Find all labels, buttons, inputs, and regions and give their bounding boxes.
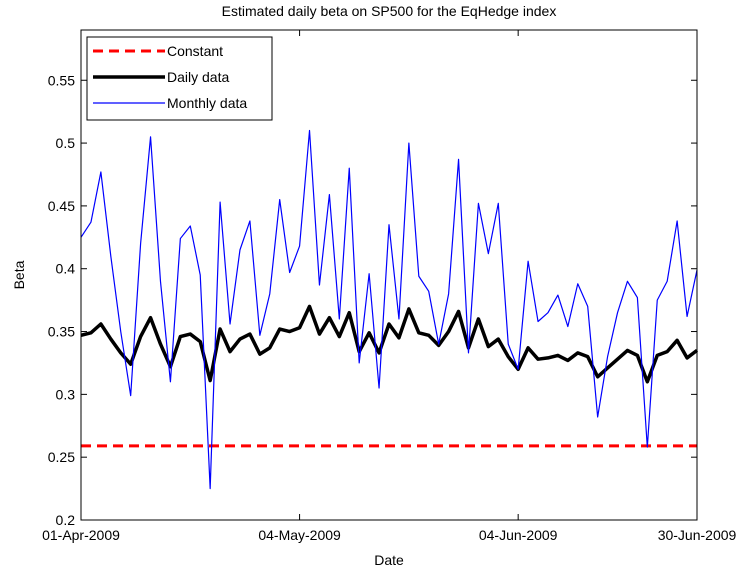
- x-tick-label: 04-Jun-2009: [479, 527, 558, 543]
- series-line: [80, 129, 698, 490]
- legend-label: Monthly data: [167, 95, 247, 111]
- legend-label: Constant: [167, 43, 223, 59]
- y-tick-label: 0.3: [56, 386, 76, 402]
- y-tick-label: 0.55: [48, 72, 75, 88]
- x-axis-label: Date: [374, 552, 404, 568]
- y-axis-label: Beta: [11, 260, 27, 289]
- x-tick-label: 01-Apr-2009: [42, 527, 120, 543]
- y-tick-label: 0.45: [48, 198, 75, 214]
- series-line: [80, 304, 699, 384]
- x-tick-label: 30-Jun-2009: [658, 527, 737, 543]
- y-tick-label: 0.2: [56, 512, 76, 528]
- y-tick-label: 0.5: [56, 135, 76, 151]
- plot-frame: [80, 29, 698, 521]
- legend: Constant Daily data Monthly data: [86, 36, 273, 121]
- y-tick-label: 0.25: [48, 449, 75, 465]
- x-tick-label: 04-May-2009: [258, 527, 341, 543]
- y-tick-label: 0.4: [56, 261, 76, 277]
- y-tick-label: 0.35: [48, 324, 75, 340]
- chart-title: Estimated daily beta on SP500 for the Eq…: [222, 3, 557, 19]
- legend-label: Daily data: [167, 69, 229, 85]
